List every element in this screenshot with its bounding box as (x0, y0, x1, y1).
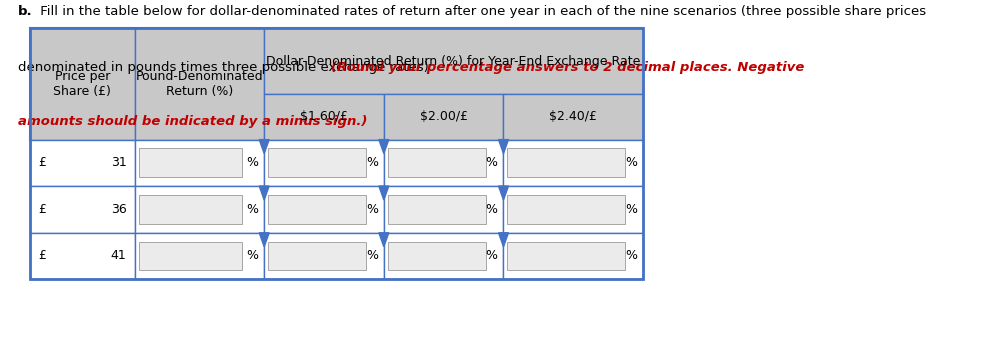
Text: (Round your percentage answers to 2 decimal places. Negative: (Round your percentage answers to 2 deci… (331, 61, 805, 74)
Bar (135, 140, 264, 186)
Polygon shape (379, 186, 389, 200)
Bar (264, 140, 384, 186)
Polygon shape (498, 233, 508, 247)
Text: %: % (625, 250, 637, 262)
Bar (264, 233, 384, 279)
Polygon shape (259, 233, 269, 247)
Bar (388, 242, 486, 270)
Bar (507, 195, 625, 224)
Bar (139, 195, 242, 224)
Text: £: £ (38, 250, 46, 262)
Text: Fill in the table below for dollar-denominated rates of return after one year in: Fill in the table below for dollar-denom… (36, 5, 926, 18)
Text: %: % (246, 203, 258, 216)
Bar (507, 242, 625, 270)
Text: %: % (246, 250, 258, 262)
Bar (503, 233, 643, 279)
Text: %: % (366, 203, 378, 216)
Bar (268, 148, 366, 177)
Bar (384, 233, 503, 279)
Text: %: % (246, 156, 258, 169)
Text: £: £ (38, 156, 46, 169)
Text: b.: b. (18, 5, 33, 18)
Text: denominated in pounds times three possible exchange rates).: denominated in pounds times three possib… (18, 61, 437, 74)
Text: Price per
Share (£): Price per Share (£) (53, 70, 112, 98)
Text: Dollar-Denominated Return (%) for Year-End Exchange Rate: Dollar-Denominated Return (%) for Year-E… (266, 54, 641, 68)
Bar (268, 242, 366, 270)
Text: £: £ (38, 203, 46, 216)
Text: $2.40/£: $2.40/£ (549, 110, 597, 124)
Text: 41: 41 (111, 250, 127, 262)
Text: %: % (486, 156, 498, 169)
Bar (388, 195, 486, 224)
Text: %: % (625, 203, 637, 216)
Bar (139, 148, 242, 177)
Bar (30, 233, 135, 279)
Bar (503, 186, 643, 233)
Bar (503, 140, 643, 186)
Bar (503, 94, 643, 140)
Polygon shape (379, 140, 389, 154)
Text: 36: 36 (111, 203, 127, 216)
Bar (135, 28, 264, 140)
Bar (264, 186, 384, 233)
Bar (264, 28, 643, 94)
Bar (268, 195, 366, 224)
Bar (30, 140, 135, 186)
Bar (30, 28, 643, 140)
Bar (388, 148, 486, 177)
Bar (135, 233, 264, 279)
Text: %: % (486, 250, 498, 262)
Text: $2.00/£: $2.00/£ (420, 110, 468, 124)
Text: $1.60/£: $1.60/£ (300, 110, 348, 124)
Bar (30, 28, 135, 140)
Polygon shape (498, 186, 508, 200)
Bar (30, 28, 643, 279)
Polygon shape (259, 186, 269, 200)
Text: %: % (625, 156, 637, 169)
Text: %: % (366, 156, 378, 169)
Polygon shape (259, 140, 269, 154)
Bar (264, 94, 384, 140)
Text: %: % (366, 250, 378, 262)
Polygon shape (498, 140, 508, 154)
Bar (135, 186, 264, 233)
Bar (139, 242, 242, 270)
Bar (384, 186, 503, 233)
Polygon shape (379, 233, 389, 247)
Bar (507, 148, 625, 177)
Bar (384, 140, 503, 186)
Text: %: % (486, 203, 498, 216)
Text: amounts should be indicated by a minus sign.): amounts should be indicated by a minus s… (18, 115, 367, 128)
Bar (384, 94, 503, 140)
Text: Pound-Denominated
Return (%): Pound-Denominated Return (%) (136, 70, 263, 98)
Text: 31: 31 (111, 156, 127, 169)
Bar (30, 186, 135, 233)
